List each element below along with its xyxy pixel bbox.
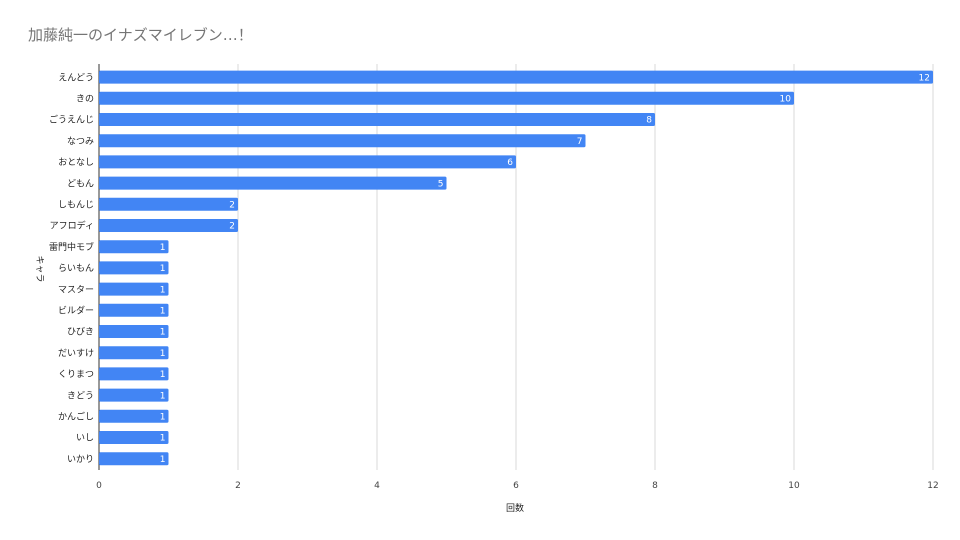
category-labels: えんどうきのごうえんじなつみおとなしどもんしもんじアフロディ雷門中モブらいもんマ…	[49, 72, 94, 465]
category-label: しもんじ	[58, 200, 94, 211]
y-axis-title: キャラ	[34, 255, 45, 282]
bar	[99, 388, 169, 402]
category-label: だいすけ	[58, 348, 94, 359]
category-label: くりまつ	[58, 369, 94, 380]
category-label: どもん	[67, 178, 94, 189]
bar	[99, 70, 933, 84]
category-label: いし	[76, 433, 94, 444]
category-label: ひびき	[67, 327, 94, 338]
data-label: 5	[438, 179, 444, 189]
category-label: ビルダー	[58, 305, 94, 317]
data-label: 1	[160, 264, 166, 274]
bar	[99, 431, 169, 444]
category-label: らいもん	[58, 263, 94, 274]
bar	[99, 176, 447, 190]
bar	[99, 409, 169, 423]
data-label: 1	[160, 328, 166, 338]
category-label: かんごし	[58, 411, 94, 423]
data-label: 1	[160, 243, 166, 253]
x-tick-labels: 0 2 4 6 8 10 12	[96, 481, 939, 491]
bar	[99, 155, 516, 169]
x-tick-label: 8	[652, 481, 658, 491]
x-tick-label: 12	[927, 481, 938, 491]
data-label: 7	[577, 137, 583, 147]
bar	[99, 197, 238, 211]
bar	[99, 91, 794, 105]
data-label: 1	[160, 391, 166, 401]
data-label: 2	[229, 222, 235, 232]
data-label: 1	[160, 307, 166, 317]
x-tick-label: 0	[96, 481, 102, 491]
bar	[99, 367, 169, 381]
bar	[99, 134, 586, 148]
data-label: 2	[229, 201, 235, 211]
bar	[99, 452, 169, 466]
data-label: 1	[160, 455, 166, 465]
x-tick-label: 4	[374, 481, 380, 491]
category-label: きの	[76, 94, 94, 105]
category-label: いかり	[67, 454, 94, 465]
category-label: アフロディ	[50, 220, 94, 232]
bar	[99, 325, 169, 338]
x-axis-title: 回数	[506, 502, 524, 514]
bar	[99, 113, 655, 126]
bar	[99, 261, 169, 275]
data-label: 1	[160, 285, 166, 295]
data-label: 1	[160, 349, 166, 359]
bar	[99, 346, 169, 360]
data-label: 12	[919, 73, 930, 83]
bar	[99, 282, 169, 296]
data-label: 1	[160, 434, 166, 444]
category-label: マスター	[58, 284, 94, 295]
data-label: 8	[646, 116, 652, 126]
data-label: 10	[780, 95, 792, 105]
x-tick-label: 2	[235, 481, 241, 491]
category-label: きどう	[67, 390, 94, 401]
data-label: 6	[507, 158, 513, 168]
category-label: 雷門中モブ	[49, 241, 94, 253]
chart-title: 加藤純一のイナズマイレブン…！	[28, 26, 253, 44]
bars: 12 10 8 7 6 5 2 2 1 1 1 1 1 1 1 1 1 1 1	[99, 70, 933, 466]
x-tick-label: 10	[788, 481, 800, 491]
data-label: 1	[160, 413, 166, 423]
category-label: ごうえんじ	[49, 114, 94, 126]
bar	[99, 240, 169, 254]
bar	[99, 219, 238, 232]
category-label: えんどう	[58, 72, 94, 83]
category-label: おとなし	[58, 157, 94, 168]
bar	[99, 303, 169, 317]
data-label: 1	[160, 370, 166, 380]
category-label: なつみ	[67, 136, 94, 147]
x-tick-label: 6	[513, 481, 519, 491]
